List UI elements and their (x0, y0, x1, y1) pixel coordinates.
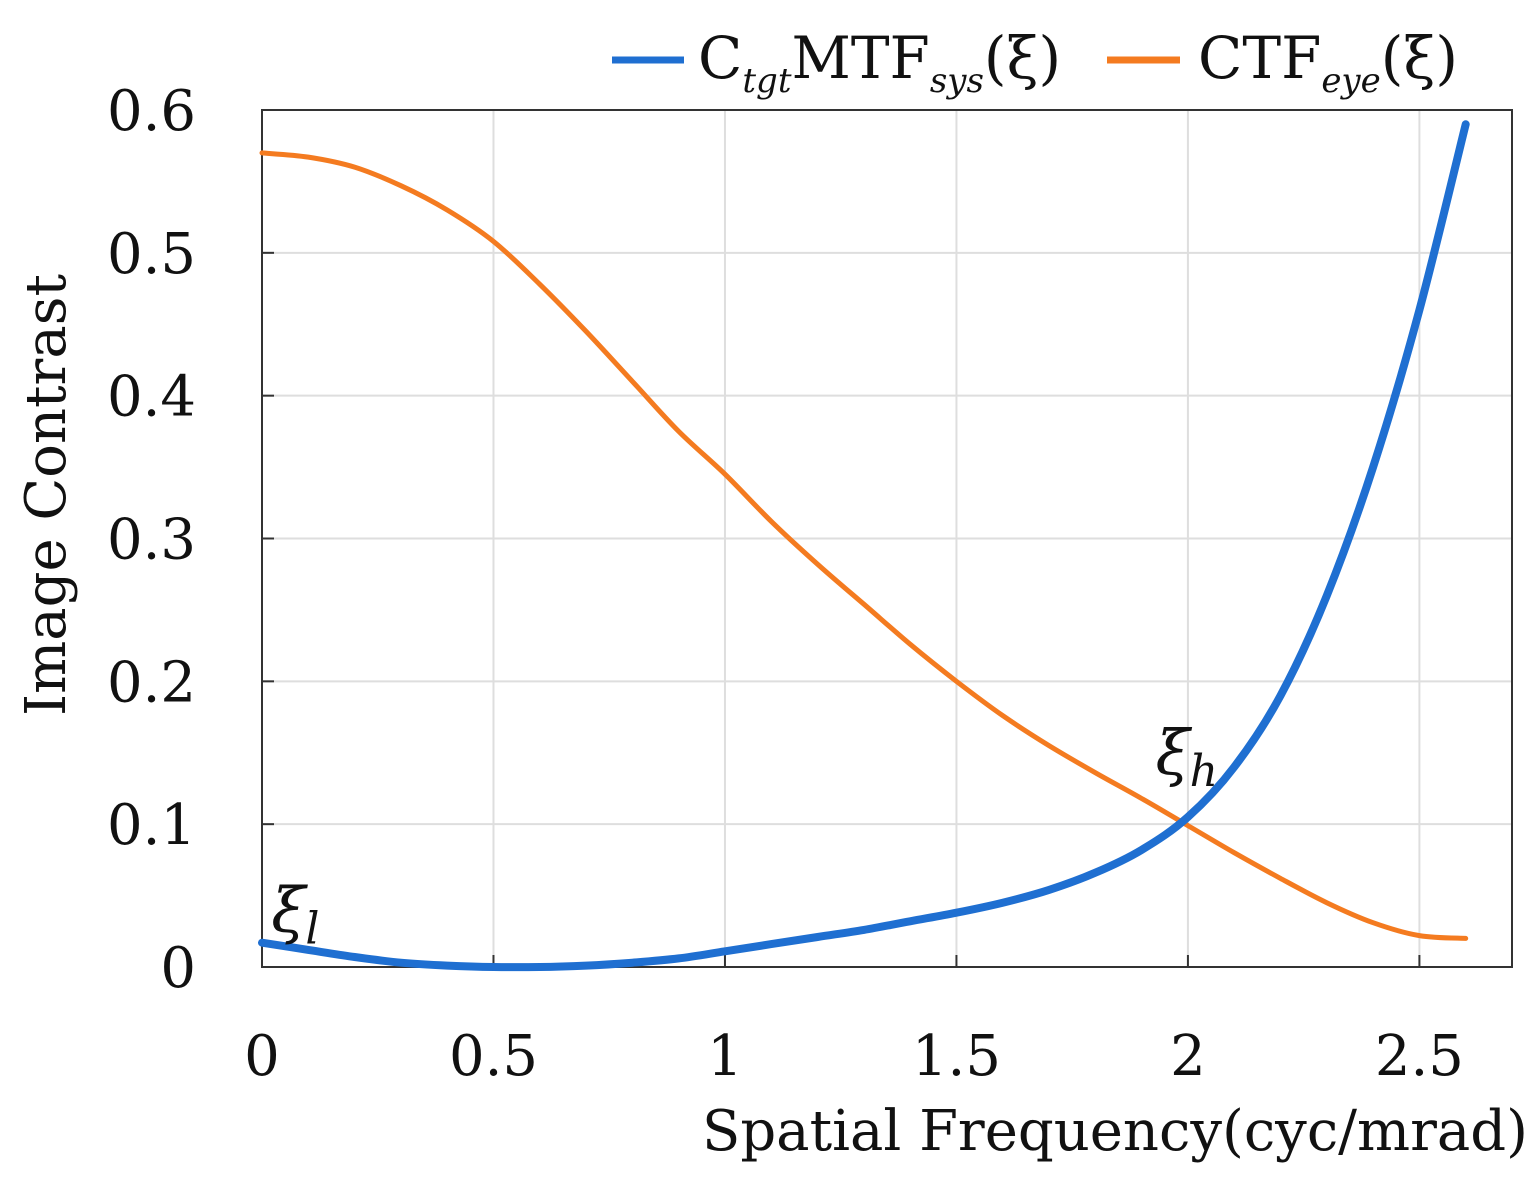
x-axis-label: Spatial Frequency(cyc/mrad) (702, 1099, 1528, 1164)
x-tick-label: 1.5 (912, 1024, 1001, 1089)
x-tick-label: 2.5 (1375, 1024, 1464, 1089)
x-tick-label: 2 (1170, 1024, 1206, 1089)
series (258, 120, 1470, 972)
y-tick-label: 0 (160, 936, 196, 1001)
legend-mtf-arg: (ξ) (984, 24, 1061, 92)
mtf-series-line (258, 120, 1470, 972)
legend-ctf-main: CTF (1198, 24, 1321, 92)
y-axis-label: Image Contrast (14, 274, 79, 716)
legend-label-mtf: CtgtMTFsys(ξ) (698, 24, 1061, 101)
legend-mtf-mid: MTF (791, 24, 929, 92)
y-tick-label: 0.5 (107, 222, 196, 287)
legend-label-ctf: CTFeye(ξ) (1198, 24, 1458, 101)
legend-mtf-main: C (698, 24, 742, 92)
grid (261, 109, 1512, 968)
legend-ctf-sub: eye (1321, 61, 1380, 101)
legend-ctf-arg: (ξ) (1381, 24, 1458, 92)
legend: CtgtMTFsys(ξ) CTFeye(ξ) (612, 24, 1458, 101)
y-tick-label: 0.4 (107, 365, 196, 430)
x-tick-label: 0 (244, 1024, 280, 1089)
y-tick-label: 0.6 (107, 79, 196, 144)
annotations: ξl ξh (271, 716, 1218, 954)
x-tick-label: 1 (707, 1024, 743, 1089)
y-tick-label: 0.3 (107, 508, 196, 573)
x-axis-ticks: 0 0.5 1 1.5 2 2.5 (244, 955, 1464, 1089)
legend-mtf-sub1: tgt (742, 61, 791, 101)
ctf-series-line (259, 150, 1469, 941)
legend-mtf-sub2: sys (930, 61, 984, 101)
y-tick-label: 0.2 (107, 650, 196, 715)
y-axis-ticks: 0 0.1 0.2 0.3 0.4 0.5 0.6 (107, 79, 274, 1001)
y-tick-label: 0.1 (107, 793, 196, 858)
annotation-xi-l: ξl (271, 873, 319, 954)
x-tick-label: 0.5 (449, 1024, 538, 1089)
annotation-xi-h: ξh (1156, 716, 1219, 797)
